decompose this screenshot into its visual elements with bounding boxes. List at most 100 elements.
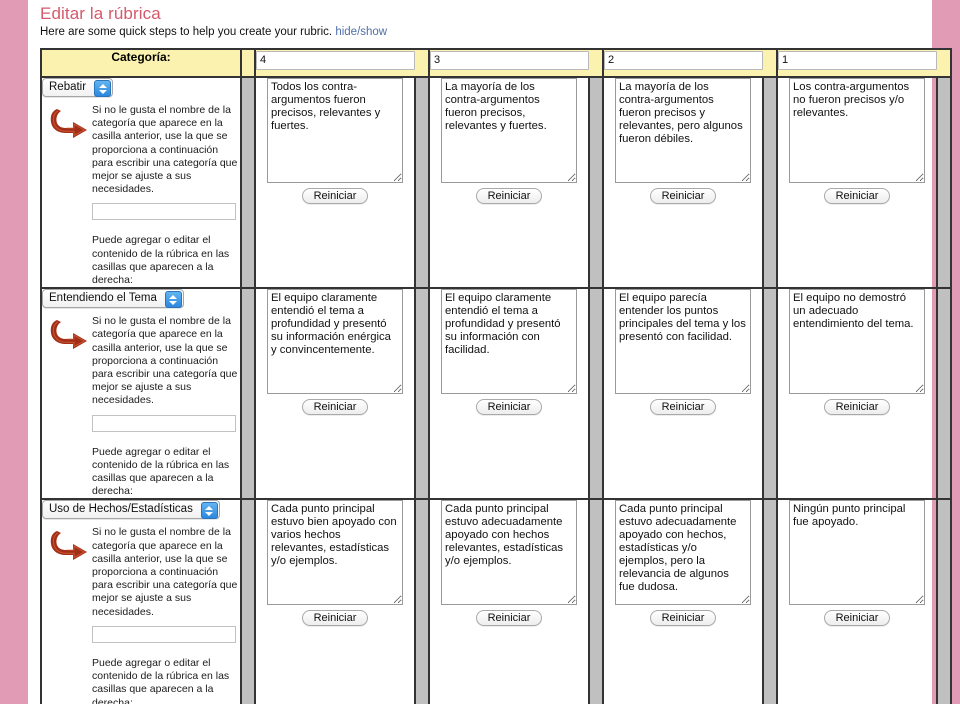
category-hint-block-1: Si no le gusta el nombre de la categoría… — [42, 315, 240, 498]
category-select-wrap-0[interactable]: Rebatir — [42, 78, 114, 97]
score-cell-0-3: Reiniciar — [777, 77, 937, 290]
score-cell-2-3: Reiniciar — [777, 499, 937, 704]
category-hint-text2-0: Puede agregar o editar el contenido de l… — [92, 234, 230, 287]
gutter-1-4 — [936, 288, 952, 501]
score-header-input-2[interactable] — [604, 50, 763, 70]
category-hint-text-0: Si no le gusta el nombre de la categoría… — [92, 104, 238, 196]
subtitle-text: Here are some quick steps to help you cr… — [40, 26, 333, 38]
curved-arrow-icon — [46, 107, 90, 141]
score-header-input-3[interactable] — [778, 50, 937, 70]
score-header-cell-3 — [777, 49, 937, 78]
gutter-0-1 — [414, 77, 430, 290]
score-cell-2-2: Reiniciar — [603, 499, 763, 704]
custom-category-input-1[interactable] — [92, 414, 236, 432]
description-textarea-1-0[interactable] — [267, 289, 403, 395]
table-row: Rebatir Si no le gusta el nombre de — [41, 77, 952, 290]
score-header-input-0[interactable] — [256, 50, 415, 70]
description-textarea-2-3[interactable] — [789, 500, 925, 606]
score-header-cell-2 — [603, 49, 763, 78]
reset-button-0-1[interactable]: Reiniciar — [475, 188, 543, 204]
description-textarea-1-1[interactable] — [441, 289, 577, 395]
custom-category-input-2[interactable] — [92, 625, 236, 643]
reset-button-1-3[interactable]: Reiniciar — [823, 399, 891, 416]
score-header-cell-0 — [255, 49, 415, 78]
table-header-row: Categoría: — [41, 49, 952, 78]
rubric-table: Categoría: — [40, 48, 952, 704]
reset-button-2-2[interactable]: Reiniciar — [649, 610, 717, 627]
gutter-head-1 — [415, 49, 430, 78]
description-textarea-2-1[interactable] — [441, 500, 577, 606]
reset-button-1-0[interactable]: Reiniciar — [301, 399, 369, 416]
description-textarea-0-3[interactable] — [789, 78, 925, 183]
description-textarea-1-2[interactable] — [615, 289, 751, 395]
category-hint-block-0: Si no le gusta el nombre de la categoría… — [42, 104, 240, 287]
score-cell-0-0: Reiniciar — [255, 77, 415, 290]
gutter-0-4 — [936, 77, 952, 290]
reset-button-2-3[interactable]: Reiniciar — [823, 610, 891, 627]
gutter-1-3 — [762, 288, 778, 501]
description-textarea-0-1[interactable] — [441, 78, 577, 183]
reset-button-2-1[interactable]: Reiniciar — [475, 610, 543, 627]
left-pink-band — [0, 0, 28, 704]
description-textarea-1-3[interactable] — [789, 289, 925, 395]
curved-arrow-icon — [46, 529, 90, 563]
description-textarea-2-0[interactable] — [267, 500, 403, 606]
gutter-0-2 — [588, 77, 604, 290]
category-select-1[interactable]: Entendiendo el Tema — [42, 289, 184, 309]
table-row: Uso de Hechos/Estadísticas Si no le — [41, 499, 952, 704]
gutter-2-1 — [414, 499, 430, 704]
category-hint-block-2: Si no le gusta el nombre de la categoría… — [42, 526, 240, 704]
gutter-2-3 — [762, 499, 778, 704]
reset-button-0-3[interactable]: Reiniciar — [823, 188, 891, 204]
gutter-head-3 — [763, 49, 778, 78]
gutter-0-3 — [762, 77, 778, 290]
score-cell-1-0: Reiniciar — [255, 288, 415, 501]
reset-button-0-2[interactable]: Reiniciar — [649, 188, 717, 204]
score-cell-1-2: Reiniciar — [603, 288, 763, 501]
reset-button-0-0[interactable]: Reiniciar — [301, 188, 369, 204]
content-area: Editar la rúbrica Here are some quick st… — [40, 0, 952, 704]
score-header-input-1[interactable] — [430, 50, 589, 70]
description-textarea-0-0[interactable] — [267, 78, 403, 183]
curved-arrow-icon — [46, 318, 90, 352]
score-cell-1-1: Reiniciar — [429, 288, 589, 501]
gutter-2-2 — [588, 499, 604, 704]
gutter-head-2 — [589, 49, 604, 78]
category-hint-text2-1: Puede agregar o editar el contenido de l… — [92, 445, 230, 498]
category-select-2[interactable]: Uso de Hechos/Estadísticas — [42, 500, 220, 520]
custom-category-input-0[interactable] — [92, 203, 236, 221]
gutter-2-4 — [936, 499, 952, 704]
score-cell-2-0: Reiniciar — [255, 499, 415, 704]
category-hint-text2-2: Puede agregar o editar el contenido de l… — [92, 656, 230, 704]
category-select-0[interactable]: Rebatir — [42, 78, 114, 97]
category-cell-0: Rebatir Si no le gusta el nombre de — [41, 77, 242, 290]
gutter-0-0 — [240, 77, 256, 290]
score-cell-1-3: Reiniciar — [777, 288, 937, 501]
gutter-2-0 — [240, 499, 256, 704]
score-cell-2-1: Reiniciar — [429, 499, 589, 704]
hide-show-link[interactable]: hide/show — [335, 26, 388, 38]
category-cell-2: Uso de Hechos/Estadísticas Si no le — [41, 499, 242, 704]
gutter-1-0 — [240, 288, 256, 501]
table-row: Entendiendo el Tema Si no le gusta — [41, 288, 952, 501]
category-header-label: Categoría: — [111, 50, 171, 64]
page-subtitle: Here are some quick steps to help you cr… — [40, 26, 920, 38]
reset-button-1-1[interactable]: Reiniciar — [475, 399, 543, 416]
reset-button-1-2[interactable]: Reiniciar — [649, 399, 717, 416]
category-header-cell: Categoría: — [41, 49, 242, 78]
gutter-1-1 — [414, 288, 430, 501]
category-cell-1: Entendiendo el Tema Si no le gusta — [41, 288, 242, 501]
gutter-head-4 — [937, 49, 952, 78]
gutter-head-0 — [241, 49, 256, 78]
category-select-wrap-2[interactable]: Uso de Hechos/Estadísticas — [42, 500, 220, 520]
score-cell-0-1: Reiniciar — [429, 77, 589, 290]
score-cell-0-2: Reiniciar — [603, 77, 763, 290]
gutter-1-2 — [588, 288, 604, 501]
reset-button-2-0[interactable]: Reiniciar — [301, 610, 369, 627]
description-textarea-0-2[interactable] — [615, 78, 751, 183]
description-textarea-2-2[interactable] — [615, 500, 751, 606]
category-hint-text-2: Si no le gusta el nombre de la categoría… — [92, 526, 238, 618]
category-select-wrap-1[interactable]: Entendiendo el Tema — [42, 289, 184, 309]
page-title: Editar la rúbrica — [40, 4, 161, 23]
